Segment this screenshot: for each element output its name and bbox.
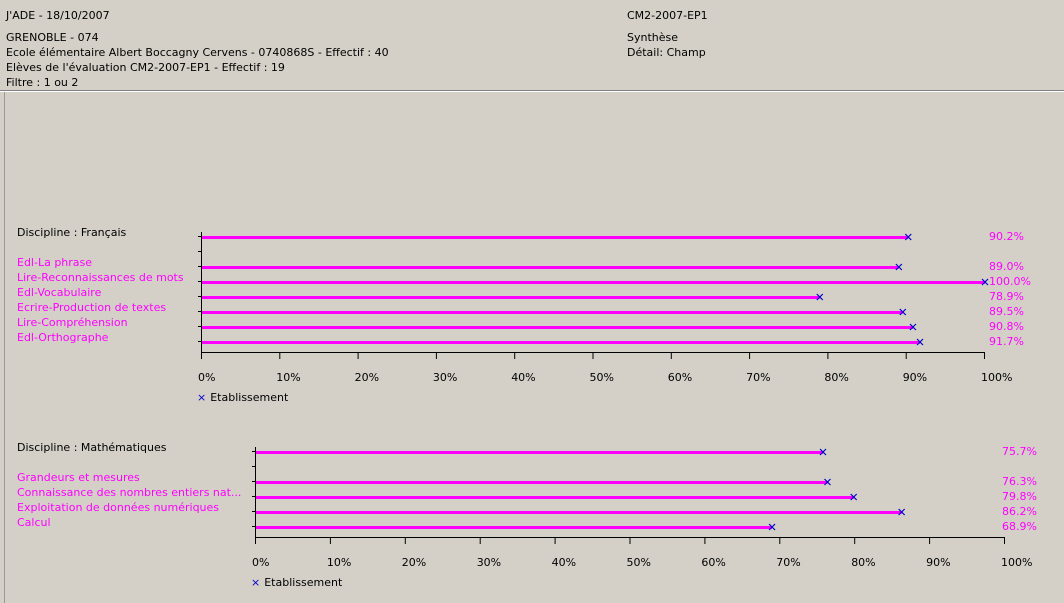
category-label-cat-0: Grandeurs et mesures [17,471,140,484]
category-label-cat-1: Lire-Reconnaissances de mots [17,271,184,284]
x-tick-label: 40% [511,371,536,384]
value-label-cat-4: 90.8% [989,320,1024,333]
synthese-label: Synthèse [627,31,679,44]
x-tick-label: 70% [776,556,801,569]
value-label-cat-3: 68.9% [1002,520,1037,533]
bar-cat-1 [256,496,854,499]
x-tick-label: 0% [198,371,216,384]
marker-cat-2 [898,508,906,516]
x-tick-label: 20% [354,371,380,384]
legend: × Etablissement [251,576,342,589]
category-label-cat-2: Edl-Vocabulaire [17,286,102,299]
marker-cat-0 [824,478,831,486]
legend-label: Etablissement [264,576,343,589]
category-label-cat-3: Calcul [17,516,51,529]
category-label-cat-2: Exploitation de données numériques [17,501,220,514]
value-label-cat-0: 76.3% [1002,475,1037,488]
bar-cat-3 [256,526,773,529]
bar-cat-3 [202,311,903,314]
x-tick-label: 20% [401,556,427,569]
category-label-cat-3: Ecrire-Production de textes [17,301,167,314]
legend-marker-icon: × [197,391,207,404]
marker-cat-0 [895,263,903,271]
x-tick-label: 30% [476,556,502,569]
x-tick-label: 60% [701,556,726,569]
marker-cat-3 [899,308,907,316]
value-label-cat-5: 91.7% [989,335,1024,348]
evaluation-code: CM2-2007-EP1 [627,9,708,22]
value-label-cat-2: 86.2% [1002,505,1037,518]
bar-cat-5 [202,341,921,344]
x-tick-label: 70% [746,371,771,384]
x-tick-label: 80% [851,556,876,569]
value-label-cat-1: 100.0% [989,275,1031,288]
marker-cat-5 [916,338,924,346]
x-tick-label: 40% [551,556,577,569]
category-label-cat-0: Edl-La phrase [17,256,93,269]
x-tick-label: 90% [926,556,951,569]
discipline-title: Discipline : Mathématiques [17,441,167,454]
value-label-cat-2: 78.9% [989,290,1024,303]
bar-cat-1 [202,281,985,284]
frame-edge [4,92,5,603]
app-date: J'ADE - 18/10/2007 [6,9,110,22]
bar-cat-2 [256,511,902,514]
marker-cat-1 [981,278,989,286]
x-tick-label: 50% [626,556,651,569]
marker-cat-4 [909,323,917,331]
x-tick-label: 30% [432,371,458,384]
category-label-cat-5: Edl-Orthographe [17,331,109,344]
bar-cat-2 [202,296,820,299]
x-tick-label: 0% [252,556,270,569]
x-tick-label: 50% [589,371,614,384]
circonscription: GRENOBLE - 074 [6,31,99,44]
legend-label: Etablissement [210,391,289,404]
value-label-cat-3: 89.5% [989,305,1024,318]
eleves-info: Elèves de l'évaluation CM2-2007-EP1 - Ef… [6,61,285,74]
marker-cat-1 [850,493,858,501]
category-label-cat-4: Lire-Compréhension [17,316,128,329]
x-tick-label: 80% [824,371,849,384]
legend: × Etablissement [197,391,288,404]
x-tick-label: 90% [902,371,928,384]
category-label-cat-1: Connaissance des nombres entiers nat... [17,486,242,499]
bar-total [256,451,823,454]
marker-total [819,448,827,456]
value-label-total: 90.2% [989,230,1024,243]
x-tick-label: 60% [667,371,693,384]
bar-cat-4 [202,326,913,329]
value-label-total: 75.7% [1002,445,1037,458]
ecole-info: Ecole élémentaire Albert Boccagny Cerven… [6,46,389,59]
bar-cat-0 [256,481,828,484]
detail-label: Détail: Champ [627,46,706,59]
value-label-cat-1: 79.8% [1002,490,1037,503]
marker-total [904,233,912,241]
marker-cat-2 [816,293,824,301]
bar-total [202,236,909,239]
x-tick-label: 100% [1001,556,1033,569]
filtre-info: Filtre : 1 ou 2 [6,76,79,89]
x-tick-label: 10% [326,556,352,569]
discipline-title: Discipline : Français [17,226,127,239]
legend-marker-icon: × [251,576,261,589]
x-tick-label: 10% [276,371,301,384]
header-divider [0,90,1064,92]
x-tick-label: 100% [981,371,1013,384]
bar-cat-0 [202,266,899,269]
marker-cat-3 [768,523,776,531]
value-label-cat-0: 89.0% [989,260,1024,273]
